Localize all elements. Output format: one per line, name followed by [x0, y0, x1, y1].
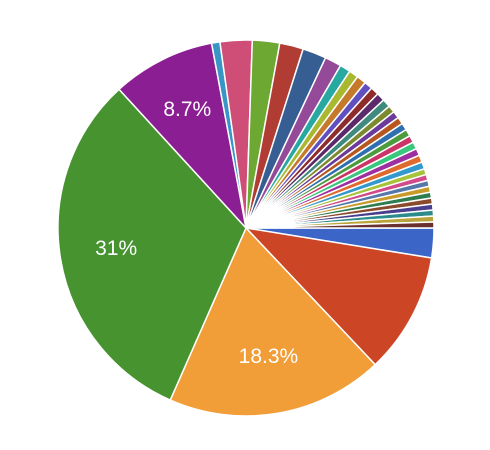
slice-label: 8.7%: [163, 98, 211, 121]
pie-slice: [118, 42, 247, 229]
pie-slice: [245, 227, 433, 366]
slice-label: 31%: [95, 237, 137, 260]
pie-slice: [169, 227, 376, 417]
slice-label: 18.3%: [239, 345, 299, 368]
pie-slice: [57, 88, 247, 401]
pie-slice: [245, 221, 435, 229]
